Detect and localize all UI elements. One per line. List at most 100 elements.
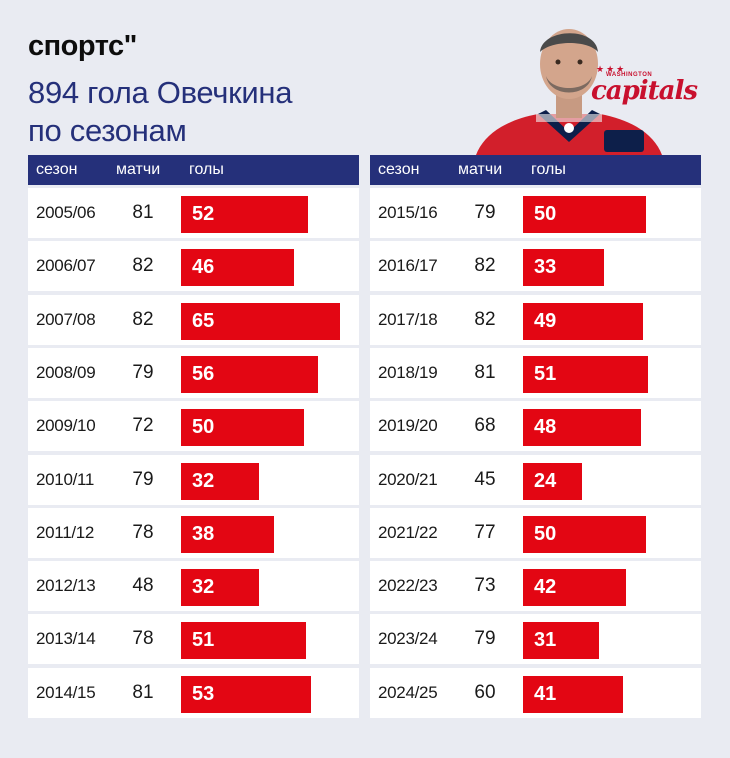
header-season: сезон [378, 161, 420, 178]
games-value: 78 [132, 628, 154, 650]
games-value: 79 [474, 628, 496, 650]
goals-bar: 42 [523, 569, 626, 607]
goals-bar: 32 [181, 569, 259, 607]
season-label: 2007/08 [36, 309, 96, 329]
goals-value: 51 [192, 629, 215, 652]
table-row: 2021/22 77 50 [370, 507, 701, 558]
games-value: 73 [474, 575, 496, 597]
goals-value: 50 [192, 416, 215, 439]
goals-value: 31 [534, 629, 557, 652]
goals-bar: 50 [523, 196, 646, 233]
title-line-2: по сезонам [28, 113, 187, 148]
season-label: 2014/15 [36, 682, 96, 702]
header-season: сезон [36, 161, 78, 178]
season-label: 2017/18 [378, 309, 438, 329]
goals-value: 49 [534, 309, 557, 332]
goals-bar: 56 [181, 355, 318, 393]
goals-value: 51 [534, 362, 557, 385]
logo-city: WASHINGTON [606, 72, 653, 78]
games-value: 45 [474, 468, 496, 490]
header-goals: голы [531, 161, 566, 178]
games-value: 79 [132, 361, 154, 383]
table-row: 2006/07 82 46 [28, 241, 359, 292]
goals-bar: 31 [523, 622, 599, 660]
header-games: матчи [116, 161, 161, 178]
games-value: 81 [132, 202, 154, 223]
games-value: 68 [474, 415, 496, 437]
games-value: 60 [474, 681, 496, 703]
games-value: 81 [132, 681, 154, 703]
season-label: 2006/07 [36, 256, 96, 276]
season-label: 2010/11 [36, 469, 95, 489]
goals-value: 52 [192, 203, 215, 225]
games-value: 77 [474, 521, 496, 543]
games-value: 82 [474, 308, 496, 330]
goals-value: 46 [192, 256, 215, 279]
table-row: 2012/13 48 32 [28, 561, 359, 612]
games-value: 82 [132, 255, 154, 277]
goals-value: 32 [192, 469, 215, 492]
goals-bar: 38 [181, 515, 274, 553]
table-header: сезон матчи голы [28, 155, 359, 185]
table-row: 2023/24 79 31 [370, 614, 701, 665]
goals-bar: 48 [523, 409, 641, 447]
goals-value: 65 [192, 309, 215, 332]
brand-logo: спортс" [28, 30, 137, 62]
season-label: 2015/16 [378, 203, 438, 222]
season-label: 2021/22 [378, 522, 438, 542]
header-games: матчи [458, 161, 503, 178]
table-row: 2017/18 82 49 [370, 294, 701, 345]
table-row: 2013/14 78 51 [28, 614, 359, 665]
season-label: 2024/25 [378, 682, 438, 702]
team-logo: ★★★ WASHINGTON capitals [584, 58, 704, 128]
season-label: 2005/06 [36, 203, 96, 222]
goals-value: 41 [534, 682, 557, 705]
table-row: 2015/16 79 50 [370, 188, 701, 238]
games-value: 82 [132, 308, 154, 330]
logo-wordmark: capitals [590, 76, 698, 106]
season-label: 2018/19 [378, 362, 438, 382]
logo-stars: ★★★ [596, 64, 627, 74]
season-label: 2008/09 [36, 362, 96, 382]
goals-value: 56 [192, 362, 215, 385]
goals-bar: 50 [181, 409, 304, 447]
goals-value: 24 [534, 469, 557, 492]
games-value: 79 [474, 202, 496, 223]
table-row: 2019/20 68 48 [370, 401, 701, 452]
page-title: 894 гола Овечкина по сезонам [28, 74, 293, 150]
games-value: 78 [132, 521, 154, 543]
season-label: 2020/21 [378, 469, 438, 489]
season-label: 2012/13 [36, 576, 96, 596]
goals-bar: 65 [181, 302, 340, 340]
goals-value: 50 [534, 522, 557, 545]
games-value: 72 [132, 415, 154, 437]
season-label: 2023/24 [378, 629, 438, 649]
goals-value: 48 [534, 416, 557, 439]
goals-bar: 46 [181, 249, 294, 287]
goals-value: 42 [534, 576, 557, 599]
goals-bar: 32 [181, 462, 259, 500]
season-label: 2009/10 [36, 416, 96, 436]
goals-value: 32 [192, 576, 215, 599]
table-row: 2007/08 82 65 [28, 294, 359, 345]
header-goals: голы [189, 161, 224, 178]
season-label: 2013/14 [36, 629, 96, 649]
season-label: 2022/23 [378, 576, 438, 596]
player-photo [476, 29, 662, 155]
season-label: 2016/17 [378, 256, 438, 276]
goals-value: 38 [192, 522, 215, 545]
title-line-1: 894 гола Овечкина [28, 75, 293, 110]
goals-value: 33 [534, 256, 557, 279]
table-row: 2008/09 79 56 [28, 347, 359, 398]
games-value: 81 [474, 361, 496, 383]
table-row: 2005/06 81 52 [28, 188, 359, 238]
table-left: сезон матчи голы 2005/06 81 52 2006/07 82 46 2… [28, 155, 359, 720]
goals-bar: 41 [523, 675, 623, 713]
goals-value: 50 [534, 203, 557, 225]
goals-bar: 49 [523, 302, 643, 340]
table-row: 2020/21 45 24 [370, 454, 701, 505]
goals-bar: 52 [181, 196, 308, 233]
table-row: 2009/10 72 50 [28, 401, 359, 452]
games-value: 79 [132, 468, 154, 490]
table-row: 2018/19 81 51 [370, 347, 701, 398]
